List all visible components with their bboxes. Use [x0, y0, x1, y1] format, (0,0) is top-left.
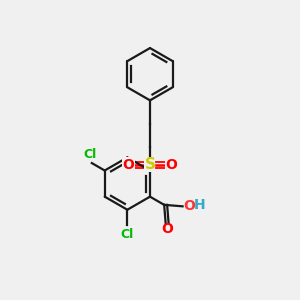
Text: Cl: Cl — [84, 148, 97, 161]
Text: H: H — [194, 198, 206, 212]
Text: S: S — [145, 157, 155, 172]
Text: O: O — [183, 199, 195, 213]
Text: O: O — [123, 158, 134, 172]
Text: O: O — [166, 158, 177, 172]
Text: Cl: Cl — [121, 228, 134, 241]
Text: O: O — [161, 222, 173, 236]
